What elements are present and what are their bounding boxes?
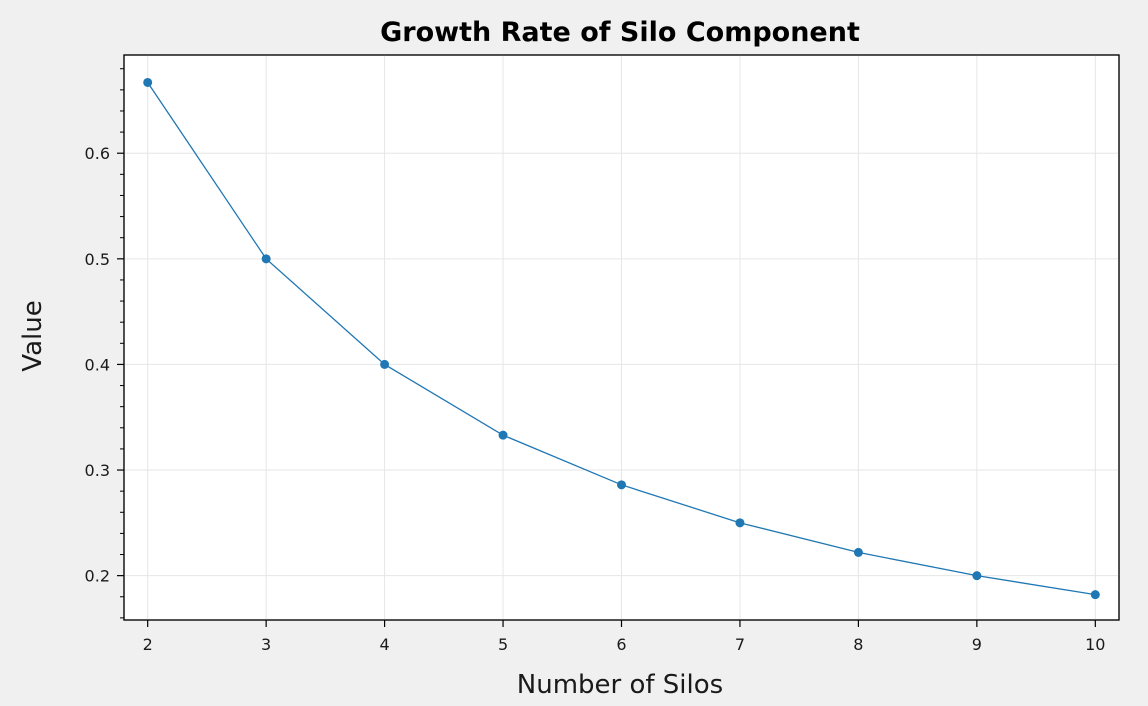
x-tick-label: 8 [853, 635, 863, 654]
x-tick-labels: 2 3 4 5 6 7 8 9 10 [143, 635, 1106, 654]
data-point [972, 571, 982, 581]
x-tick-label: 10 [1085, 635, 1105, 654]
axis-ticks [117, 68, 1096, 627]
y-axis-title: Value [18, 300, 48, 371]
y-tick-labels: 0.2 0.3 0.4 0.5 0.6 [85, 144, 110, 585]
x-tick-label: 7 [735, 635, 745, 654]
data-point [380, 359, 390, 369]
data-point [1090, 590, 1100, 600]
data-point [617, 480, 626, 490]
plot-area [117, 54, 1120, 627]
x-tick-label: 2 [143, 635, 153, 654]
y-tick-label: 0.3 [85, 461, 110, 480]
data-point [143, 77, 153, 87]
x-tick-label: 9 [972, 635, 982, 654]
x-tick-label: 4 [380, 635, 390, 654]
x-tick-label: 3 [261, 635, 271, 654]
chart-title: Growth Rate of Silo Component [380, 17, 860, 48]
data-point [735, 518, 745, 528]
plot-border [123, 54, 1120, 621]
x-tick-label: 5 [498, 635, 508, 654]
data-point [498, 430, 508, 440]
series-layer [143, 77, 1100, 600]
data-point [853, 547, 863, 557]
data-point [261, 254, 271, 264]
y-tick-label: 0.5 [85, 250, 110, 269]
y-tick-label: 0.6 [85, 144, 110, 163]
x-tick-label: 6 [616, 635, 626, 654]
y-tick-label: 0.2 [85, 567, 110, 586]
y-tick-label: 0.4 [85, 355, 110, 374]
x-axis-title: Number of Silos [517, 670, 723, 700]
